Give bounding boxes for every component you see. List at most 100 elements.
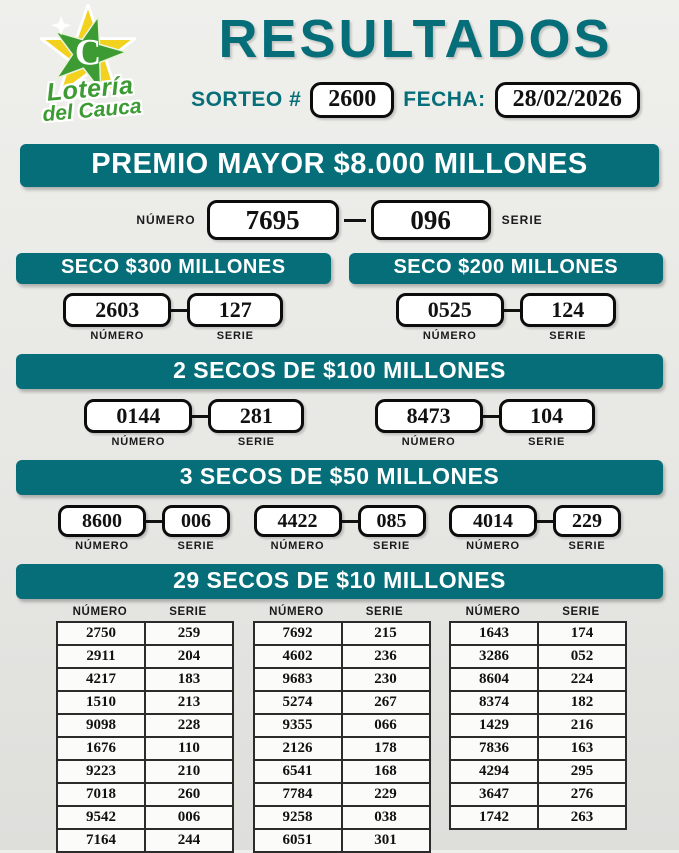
numero-cell: 7784 <box>252 782 343 807</box>
serie-label: SERIE <box>237 436 275 448</box>
serie-column-header: SERIE <box>169 606 207 618</box>
logo-text: Lotería del Cauca <box>14 71 167 127</box>
serie-cell: 260 <box>144 782 234 807</box>
numero-cell: 1643 <box>449 621 539 646</box>
serie-cell: 178 <box>340 736 431 761</box>
serie-cell: 229 <box>340 782 431 807</box>
numero-label: NÚMERO <box>466 540 520 552</box>
serie-cell: 295 <box>537 759 627 784</box>
secos-300-200-section: SECO $300 MILLONES 2603 127 NÚMERO SERIE… <box>16 253 663 342</box>
serie-cell: 224 <box>537 667 627 692</box>
seco-row: 5274 267 <box>252 690 431 715</box>
serie-cell: 215 <box>340 621 431 646</box>
numero-cell: 4294 <box>449 759 539 784</box>
serie-cell: 210 <box>144 759 234 784</box>
serie-cell: 163 <box>537 736 627 761</box>
secos-50-results: 8600 006 NÚMERO SERIE 4422 085 NÚMERO SE… <box>14 505 665 552</box>
table-header: NÚMERO SERIE <box>253 606 431 618</box>
secos-100-results: 0144 281 NÚMERO SERIE 8473 104 NÚMERO SE… <box>14 399 665 448</box>
numero-cell: 3286 <box>449 644 539 669</box>
fecha-value-box: 28/02/2026 <box>494 82 640 118</box>
serie-box: 127 <box>187 293 284 327</box>
serie-cell: 052 <box>537 644 627 669</box>
premio-mayor-result: NÚMERO 7695 096 SERIE <box>14 200 665 240</box>
numero-cell: 2750 <box>56 621 146 646</box>
serie-cell: 267 <box>340 690 431 715</box>
numero-box: 4014 <box>449 505 537 537</box>
numero-cell: 1510 <box>56 690 146 715</box>
serie-cell: 244 <box>144 828 234 853</box>
seco-row: 4217 183 <box>56 667 234 692</box>
secos-table-1: NÚMERO SERIE 2750 259 2911 204 4217 183 1510 21… <box>56 606 234 853</box>
numero-cell: 6051 <box>252 828 343 853</box>
seco-row: 9355 066 <box>252 713 431 738</box>
seco-row: 8604 224 <box>449 667 627 692</box>
numero-cell: 9223 <box>56 759 146 784</box>
table-header: NÚMERO SERIE <box>449 606 627 618</box>
numero-cell: 9258 <box>252 805 343 830</box>
serie-cell: 168 <box>340 759 431 784</box>
serie-cell: 066 <box>340 713 431 738</box>
numero-cell: 7836 <box>449 736 539 761</box>
numero-cell: 9098 <box>56 713 146 738</box>
seco-row: 3286 052 <box>449 644 627 669</box>
seco-row: 2911 204 <box>56 644 234 669</box>
numero-label: NÚMERO <box>75 540 129 552</box>
seco-row: 8374 182 <box>449 690 627 715</box>
seco-row: 7164 244 <box>56 828 234 853</box>
premio-serie-box: 096 <box>370 200 491 240</box>
numero-cell: 1742 <box>449 805 539 830</box>
numero-cell: 2911 <box>56 644 146 669</box>
serie-cell: 230 <box>340 667 431 692</box>
serie-column-header: SERIE <box>562 606 600 618</box>
serie-box: 229 <box>553 505 621 537</box>
serie-cell: 182 <box>537 690 627 715</box>
numero-cell: 3647 <box>449 782 539 807</box>
seco-row: 7784 229 <box>252 782 431 807</box>
seco-pair: 8600 006 NÚMERO SERIE <box>58 505 230 552</box>
numero-label: NÚMERO <box>270 540 325 552</box>
numero-cell: 2126 <box>252 736 343 761</box>
serie-label: SERIE <box>549 330 587 342</box>
serie-cell: 038 <box>340 805 431 830</box>
serie-cell: 183 <box>144 667 234 692</box>
numero-cell: 7018 <box>56 782 146 807</box>
serie-column-header: SERIE <box>365 606 404 618</box>
serie-cell: 236 <box>340 644 431 669</box>
numero-cell: 7692 <box>252 621 343 646</box>
secos-table-3: NÚMERO SERIE 1643 174 3286 052 8604 224 8374 18… <box>449 606 627 853</box>
numero-label: NÚMERO <box>90 330 145 342</box>
seco-row: 1643 174 <box>449 621 627 646</box>
logo: C Lotería del Cauca <box>14 4 167 134</box>
premio-numero-box: 7695 <box>206 200 339 240</box>
seco-row: 2126 178 <box>252 736 431 761</box>
seco-row: 1676 110 <box>56 736 234 761</box>
numero-label: NÚMERO <box>401 436 456 448</box>
seco-row: 1429 216 <box>449 713 627 738</box>
logo-letter: C <box>75 31 101 72</box>
sorteo-label: SORTEO # <box>191 88 302 111</box>
numero-column-header: NÚMERO <box>269 606 324 618</box>
serie-cell: 110 <box>144 736 234 761</box>
numero-box: 0525 <box>395 293 504 327</box>
seco-row: 2750 259 <box>56 621 234 646</box>
seco-row: 1510 213 <box>56 690 234 715</box>
seco-row: 7836 163 <box>449 736 627 761</box>
serie-box: 006 <box>162 505 230 537</box>
seco-300-column: SECO $300 MILLONES 2603 127 NÚMERO SERIE <box>16 253 331 342</box>
page-title: RESULTADOS <box>218 9 613 69</box>
numero-cell: 4602 <box>252 644 343 669</box>
secos-10-banner: 29 SECOS DE $10 MILLONES <box>16 564 663 599</box>
serie-label: SERIE <box>568 540 606 552</box>
secos-10-tables: NÚMERO SERIE 2750 259 2911 204 4217 183 1510 21… <box>14 606 665 853</box>
serie-cell: 006 <box>144 805 234 830</box>
secos-100-banner: 2 SECOS DE $100 MILLONES <box>16 354 663 389</box>
serie-box: 104 <box>498 399 595 433</box>
serie-cell: 259 <box>144 621 234 646</box>
seco-row: 4602 236 <box>252 644 431 669</box>
serie-cell: 204 <box>144 644 234 669</box>
draw-info: SORTEO # 2600 FECHA: 28/02/2026 <box>191 82 640 118</box>
connector-line <box>343 218 366 222</box>
seco-pair: 8473 104 NÚMERO SERIE <box>374 399 595 448</box>
numero-label: NÚMERO <box>136 213 196 227</box>
